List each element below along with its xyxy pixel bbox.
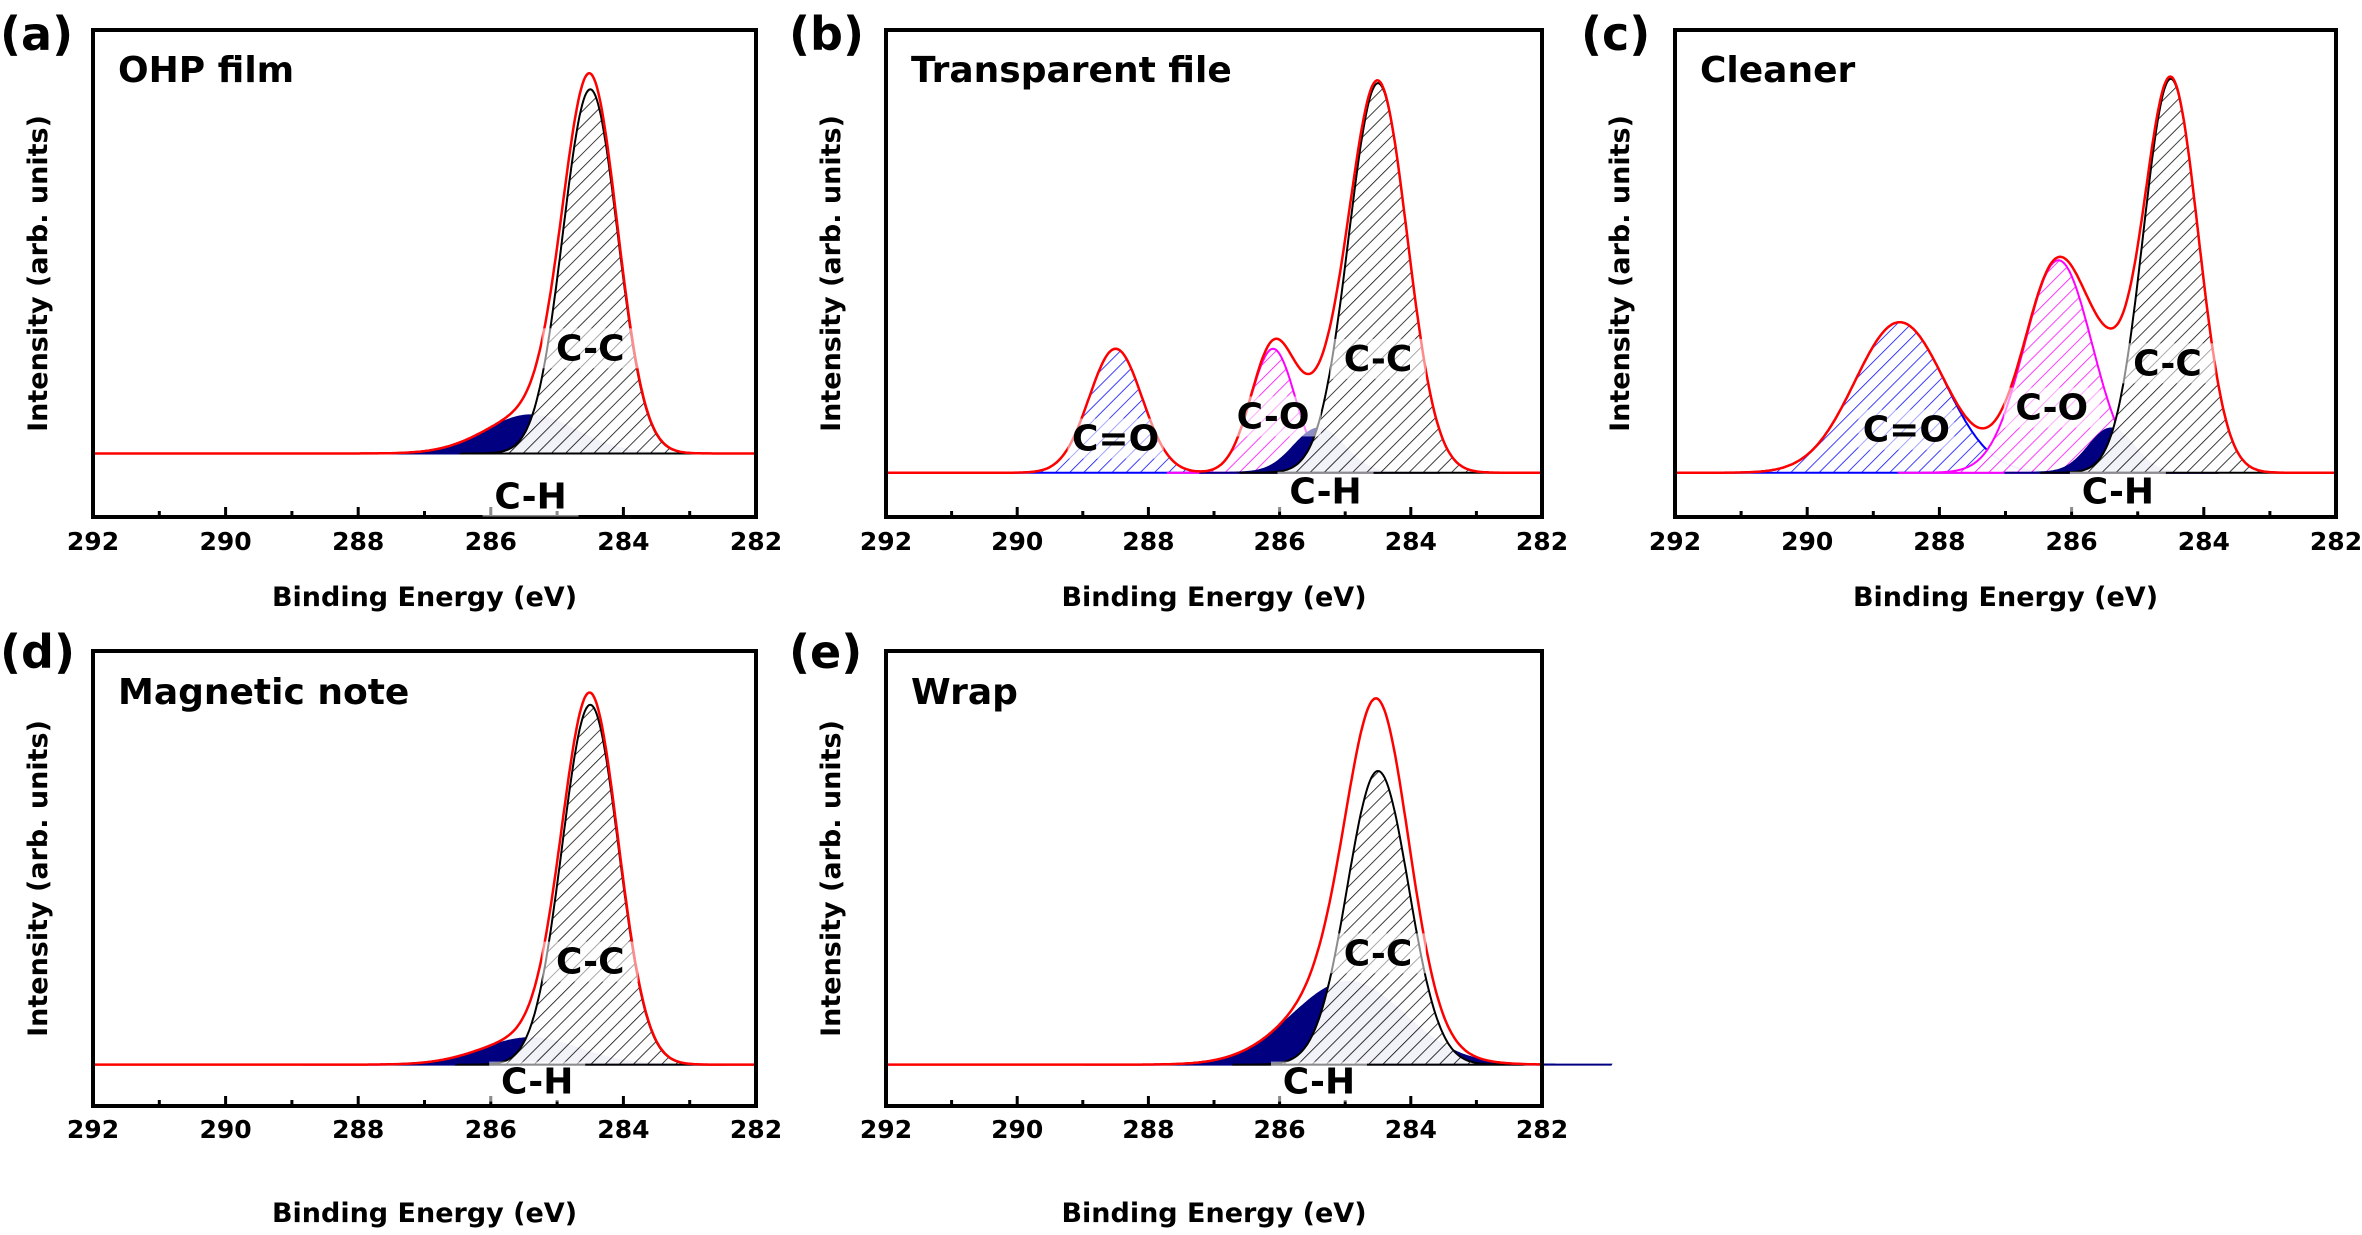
label-backdrop: [542, 941, 639, 982]
peak-label-cdouble-o: C=O: [1863, 410, 1950, 451]
peak-label-cdouble-o: C=O: [1072, 419, 1159, 460]
x-tick-label: 292: [67, 1115, 119, 1144]
x-tick-label: 292: [1649, 527, 1701, 556]
panel-d: 292 290 288 286 284 282 Binding Energy (eV) Int…: [0, 625, 782, 1229]
panel-label: (d): [0, 625, 75, 679]
x-tick-label: 290: [991, 1115, 1043, 1144]
x-tick-label: 286: [465, 1115, 517, 1144]
peak-label-c-h: C-H: [501, 1062, 573, 1103]
peak-c-c: [458, 88, 722, 455]
peak-label-c-h: C-H: [1289, 472, 1361, 513]
x-tick-label: 290: [200, 527, 252, 556]
label-backdrop: [489, 1061, 586, 1102]
x-tick-label: 288: [1913, 527, 1965, 556]
x-tick-label: 292: [860, 527, 912, 556]
x-tick-label: 292: [860, 1115, 912, 1144]
x-tick-label: 288: [332, 527, 384, 556]
label-backdrop: [1330, 933, 1426, 974]
x-tick-label: 282: [730, 527, 782, 556]
x-tick-label: 284: [1385, 527, 1437, 556]
peak-label-c-c: C-C: [1344, 933, 1413, 974]
panel-c: 292 290 288 286 284 282 Binding Energy (eV) Int…: [1581, 7, 2362, 613]
label-backdrop: [2003, 387, 2100, 428]
x-tick-label: 292: [67, 527, 119, 556]
x-tick-label: 286: [465, 527, 517, 556]
panel-title: Transparent file: [911, 50, 1232, 91]
peak-c-c: [454, 703, 726, 1066]
panel-e: 292 290 288 286 284 282 Binding Energy (eV) Int…: [789, 625, 1613, 1229]
y-axis-label: Intensity (arb. units): [23, 720, 54, 1037]
panel-title: Wrap: [911, 672, 1018, 713]
panel-label: (c): [1581, 7, 1650, 61]
x-tick-label: 286: [2046, 527, 2098, 556]
y-axis-label: Intensity (arb. units): [23, 115, 54, 432]
x-tick-label: 288: [332, 1115, 384, 1144]
x-tick-label: 290: [200, 1115, 252, 1144]
panel-title: Magnetic note: [118, 672, 409, 713]
peak-c-c: [1232, 769, 1524, 1066]
label-backdrop: [1330, 338, 1426, 379]
label-backdrop: [542, 328, 639, 369]
peak-label-c-o: C-O: [1237, 396, 1310, 437]
panel-label: (e): [789, 625, 862, 679]
x-axis-label: Binding Energy (eV): [272, 582, 577, 613]
label-backdrop: [1277, 471, 1374, 512]
panel-label: (a): [0, 7, 73, 61]
x-tick-label: 284: [597, 527, 649, 556]
x-axis-label: Binding Energy (eV): [1061, 1198, 1366, 1229]
label-backdrop: [482, 476, 579, 517]
label-backdrop: [1858, 409, 1955, 450]
x-tick-label: 288: [1122, 527, 1174, 556]
x-tick-label: 284: [2178, 527, 2230, 556]
panel-a: 292 290 288 286 284 282 Binding Energy (eV) Int…: [0, 7, 782, 613]
envelope-line: [93, 71, 756, 455]
panel-title: OHP film: [118, 50, 294, 91]
x-tick-label: 282: [1516, 1115, 1568, 1144]
peak-label-c-o: C-O: [2015, 388, 2088, 429]
peak-label-c-h: C-H: [1283, 1062, 1355, 1103]
label-backdrop: [1270, 1061, 1367, 1102]
envelope-line: [93, 691, 756, 1066]
label-backdrop: [1067, 418, 1164, 459]
envelope-line: [886, 79, 1542, 474]
label-backdrop: [2069, 471, 2166, 512]
peak-label-c-h: C-H: [2082, 472, 2154, 513]
peak-label-c-c: C-C: [1344, 339, 1413, 380]
y-axis-label: Intensity (arb. units): [816, 720, 847, 1037]
x-tick-label: 286: [1254, 527, 1306, 556]
peak-label-c-c: C-C: [556, 328, 625, 369]
label-backdrop: [2119, 343, 2216, 384]
plot-frame: [91, 649, 758, 1108]
y-axis-label: Intensity (arb. units): [1605, 115, 1636, 432]
label-backdrop: [1225, 396, 1322, 437]
x-tick-label: 284: [1385, 1115, 1437, 1144]
x-tick-label: 282: [2310, 527, 2362, 556]
y-axis-label: Intensity (arb. units): [816, 115, 847, 432]
panel-title: Cleaner: [1700, 50, 1856, 91]
x-tick-label: 286: [1254, 1115, 1306, 1144]
panel-b: 292 290 288 286 284 282 Binding Energy (eV) Int…: [789, 7, 1568, 613]
peak-label-c-c: C-C: [2133, 343, 2202, 384]
x-tick-label: 290: [991, 527, 1043, 556]
x-axis-label: Binding Energy (eV): [272, 1198, 577, 1229]
envelope-line: [886, 697, 1542, 1066]
x-tick-label: 282: [730, 1115, 782, 1144]
x-axis-label: Binding Energy (eV): [1061, 582, 1366, 613]
x-tick-label: 284: [597, 1115, 649, 1144]
x-tick-label: 282: [1516, 527, 1568, 556]
panel-label: (b): [789, 7, 864, 61]
x-axis-label: Binding Energy (eV): [1853, 582, 2158, 613]
x-tick-label: 288: [1122, 1115, 1174, 1144]
peak-label-c-h: C-H: [494, 477, 566, 518]
peak-label-c-c: C-C: [556, 942, 625, 983]
x-tick-label: 290: [1781, 527, 1833, 556]
